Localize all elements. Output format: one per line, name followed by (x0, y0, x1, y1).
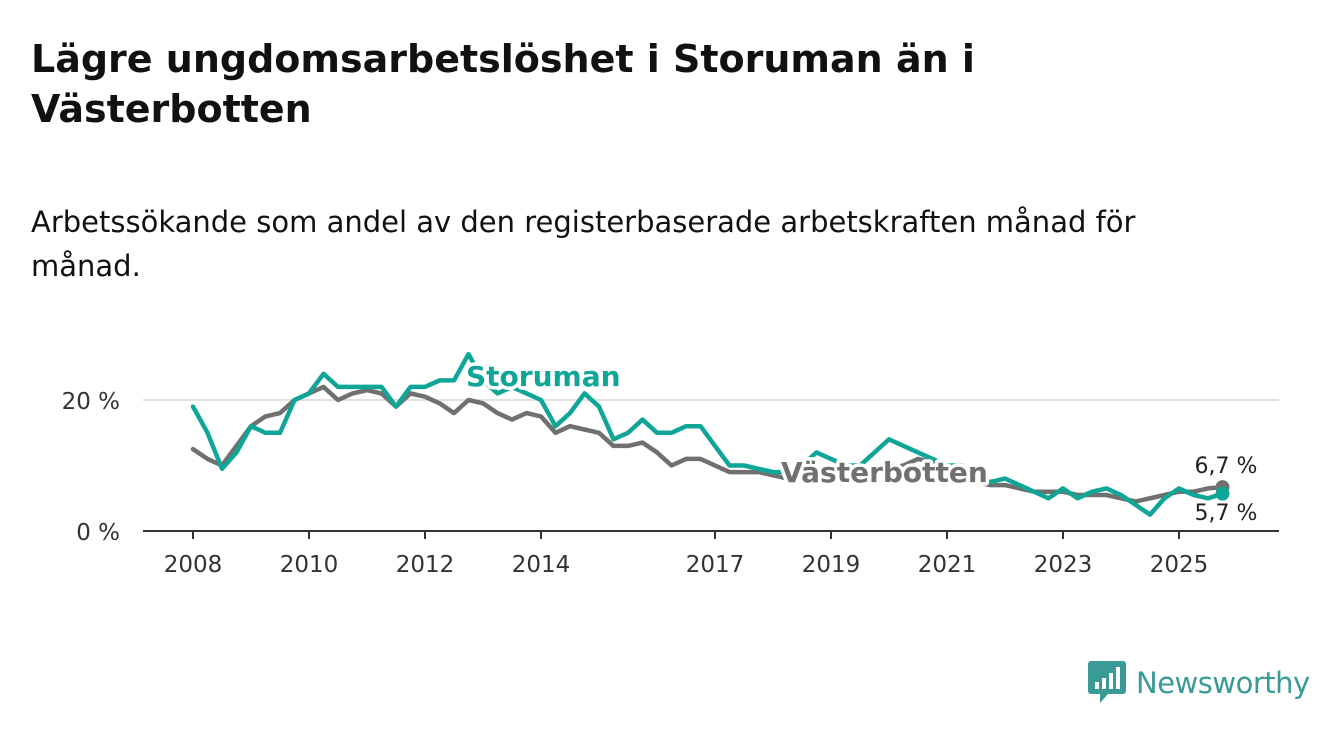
axes: 0 % 20 % 2008 2010 2012 2014 2017 2019 2021 2023 2… (62, 389, 1279, 578)
end-value-label: 5,7 % (1195, 501, 1258, 526)
end-value-label: 6,7 % (1195, 454, 1258, 479)
series-line-storuman (190, 351, 1225, 517)
x-tick-label: 2017 (686, 552, 745, 578)
x-tick-label: 2014 (512, 552, 571, 578)
x-tick-label: 2019 (802, 552, 861, 578)
series-line-vsterbotten (190, 384, 1225, 504)
brand-name: Newsworthy (1136, 666, 1310, 700)
data-labels: Storuman Västerbotten 6,7 % 5,7 % (463, 357, 1261, 530)
y-tick-label: 20 % (62, 389, 120, 415)
subtitle: Arbetssökande som andel av den registerb… (31, 205, 1136, 283)
series-endpoint (1215, 486, 1230, 501)
y-tick-label: 0 % (76, 520, 120, 546)
series-name-label: Västerbotten (781, 456, 988, 489)
series-name-label: Storuman (466, 360, 621, 393)
newsworthy-brand: Newsworthy (1088, 661, 1310, 705)
page-title: Lägre ungdomsarbetslöshet i Storuman än … (31, 37, 975, 131)
x-tick-label: 2012 (396, 552, 455, 578)
x-tick-label: 2008 (164, 552, 223, 578)
x-tick-label: 2023 (1034, 552, 1093, 578)
series-lines (190, 351, 1230, 517)
newsworthy-logo-icon (1088, 661, 1126, 703)
x-tick-label: 2010 (280, 552, 339, 578)
x-tick-label: 2021 (918, 552, 977, 578)
x-tick-label: 2025 (1150, 552, 1209, 578)
